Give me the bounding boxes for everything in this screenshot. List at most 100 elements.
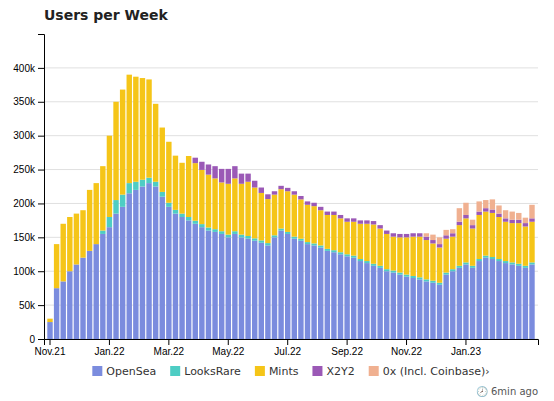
tick-mark (38, 136, 44, 137)
legend-label: X2Y2 (326, 365, 354, 378)
bar (391, 273, 396, 339)
bar (212, 166, 217, 178)
bar (496, 217, 501, 259)
legend-label: Mints (269, 365, 299, 378)
bar (358, 224, 363, 259)
tick-label: 250k (13, 164, 36, 175)
tick-mark (38, 68, 44, 69)
bar (463, 262, 468, 264)
bar (113, 200, 118, 214)
bar (120, 207, 125, 339)
bar (67, 271, 72, 339)
bar (457, 268, 462, 339)
bar (173, 156, 178, 210)
bar (232, 234, 237, 339)
bar (292, 191, 297, 192)
bar (351, 218, 356, 219)
bar (265, 245, 270, 339)
bar (437, 283, 442, 285)
bar (397, 233, 402, 234)
bar (384, 231, 389, 234)
bar (206, 231, 211, 339)
bar (523, 266, 528, 268)
bar (371, 221, 376, 224)
bar (166, 203, 171, 207)
bar (199, 161, 204, 162)
bar (450, 271, 455, 339)
bar (140, 78, 145, 79)
bar (384, 271, 389, 339)
bar (503, 218, 508, 221)
bar (509, 262, 514, 264)
tick-label: 150k (13, 232, 36, 243)
bar (503, 263, 508, 339)
bar (232, 166, 237, 178)
bar (107, 136, 112, 217)
tick-label: 200k (13, 198, 36, 209)
bar (311, 206, 316, 243)
bar (259, 240, 264, 242)
bar (404, 237, 409, 274)
tick-mark (38, 203, 44, 204)
bar (179, 162, 184, 163)
bar (54, 244, 59, 245)
bar (384, 230, 389, 231)
bar (483, 258, 488, 339)
bar (404, 234, 409, 237)
bar (417, 233, 422, 234)
bar (107, 227, 112, 339)
tick-mark (38, 305, 44, 306)
bar (351, 256, 356, 258)
bar (476, 201, 481, 211)
bar (311, 202, 316, 203)
bar (364, 261, 369, 263)
bar (272, 195, 277, 236)
bar (476, 259, 481, 261)
bar (404, 233, 409, 234)
bar (133, 77, 138, 182)
bar (87, 189, 92, 190)
legend-swatch (369, 366, 379, 376)
title: Users per Week (44, 7, 169, 23)
bar (298, 241, 303, 339)
bar (318, 206, 323, 207)
tick-label: 400k (13, 63, 36, 74)
legend-swatch (170, 366, 180, 376)
bar (80, 258, 85, 339)
bar (140, 180, 145, 187)
bar (529, 262, 534, 264)
y-axis: 050k100k150k200k250k300k350k400k (13, 35, 44, 345)
tick-label: 50k (19, 300, 36, 311)
bar (358, 220, 363, 223)
legend-label: 0x (Incl. Coinbase)› (383, 365, 490, 378)
bar (430, 281, 435, 283)
bar (470, 225, 475, 228)
bar (490, 210, 495, 213)
bar (364, 220, 369, 221)
bar (272, 237, 277, 339)
bar (87, 251, 92, 339)
bar (305, 244, 310, 339)
bar (358, 259, 363, 261)
bar (61, 281, 66, 339)
bar (265, 194, 270, 195)
axis-line (45, 340, 539, 346)
bar (298, 199, 303, 238)
bars (47, 75, 534, 339)
bar (199, 227, 204, 339)
tick-mark (168, 339, 169, 345)
bar (344, 222, 349, 255)
bar (377, 268, 382, 339)
bar (358, 261, 363, 339)
chart: 050k100k150k200k250k300k350k400kNov.21Ja… (0, 0, 554, 401)
bar (509, 212, 514, 220)
bar (120, 89, 125, 90)
bar (364, 263, 369, 339)
series (424, 199, 535, 244)
bar (516, 264, 521, 266)
bar (443, 275, 448, 339)
bar (338, 214, 343, 215)
bar (371, 224, 376, 263)
bar (424, 233, 429, 236)
grid-line (44, 67, 538, 68)
